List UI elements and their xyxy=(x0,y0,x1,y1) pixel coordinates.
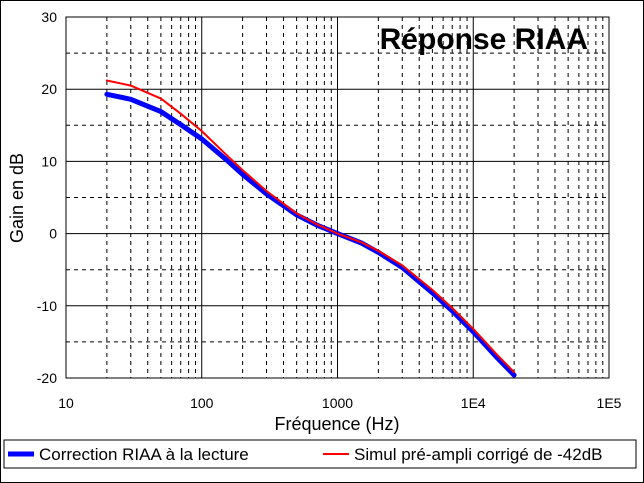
y-tick-label: 20 xyxy=(41,81,57,97)
y-tick-label: 30 xyxy=(41,9,57,25)
legend-label-series-2: Simul pré-ampli corrigé de -42dB xyxy=(354,445,603,464)
x-tick-label: 1E5 xyxy=(597,395,622,411)
legend-box xyxy=(3,439,637,469)
y-tick-label: 10 xyxy=(41,153,57,169)
x-tick-label: 10 xyxy=(58,395,74,411)
series-line-2 xyxy=(105,79,516,374)
x-tick-label: 1000 xyxy=(322,395,353,411)
grid-lines xyxy=(66,17,609,378)
y-tick-label: -10 xyxy=(37,298,57,314)
x-tick-label: 100 xyxy=(190,395,214,411)
plot-area-border xyxy=(65,16,610,379)
legend-label-series-1: Correction RIAA à la lecture xyxy=(39,445,249,464)
chart-title: Réponse RIAA xyxy=(380,23,588,56)
series-layer xyxy=(104,79,517,378)
x-axis-label: Fréquence (Hz) xyxy=(274,414,399,434)
y-tick-label: 0 xyxy=(49,226,57,242)
series-line-1 xyxy=(104,91,517,378)
x-tick-label: 1E4 xyxy=(461,395,486,411)
legend: Correction RIAA à la lecture Simul pré-a… xyxy=(3,439,637,469)
y-tick-label: -20 xyxy=(37,370,57,386)
y-axis-label: Gain en dB xyxy=(7,153,27,243)
